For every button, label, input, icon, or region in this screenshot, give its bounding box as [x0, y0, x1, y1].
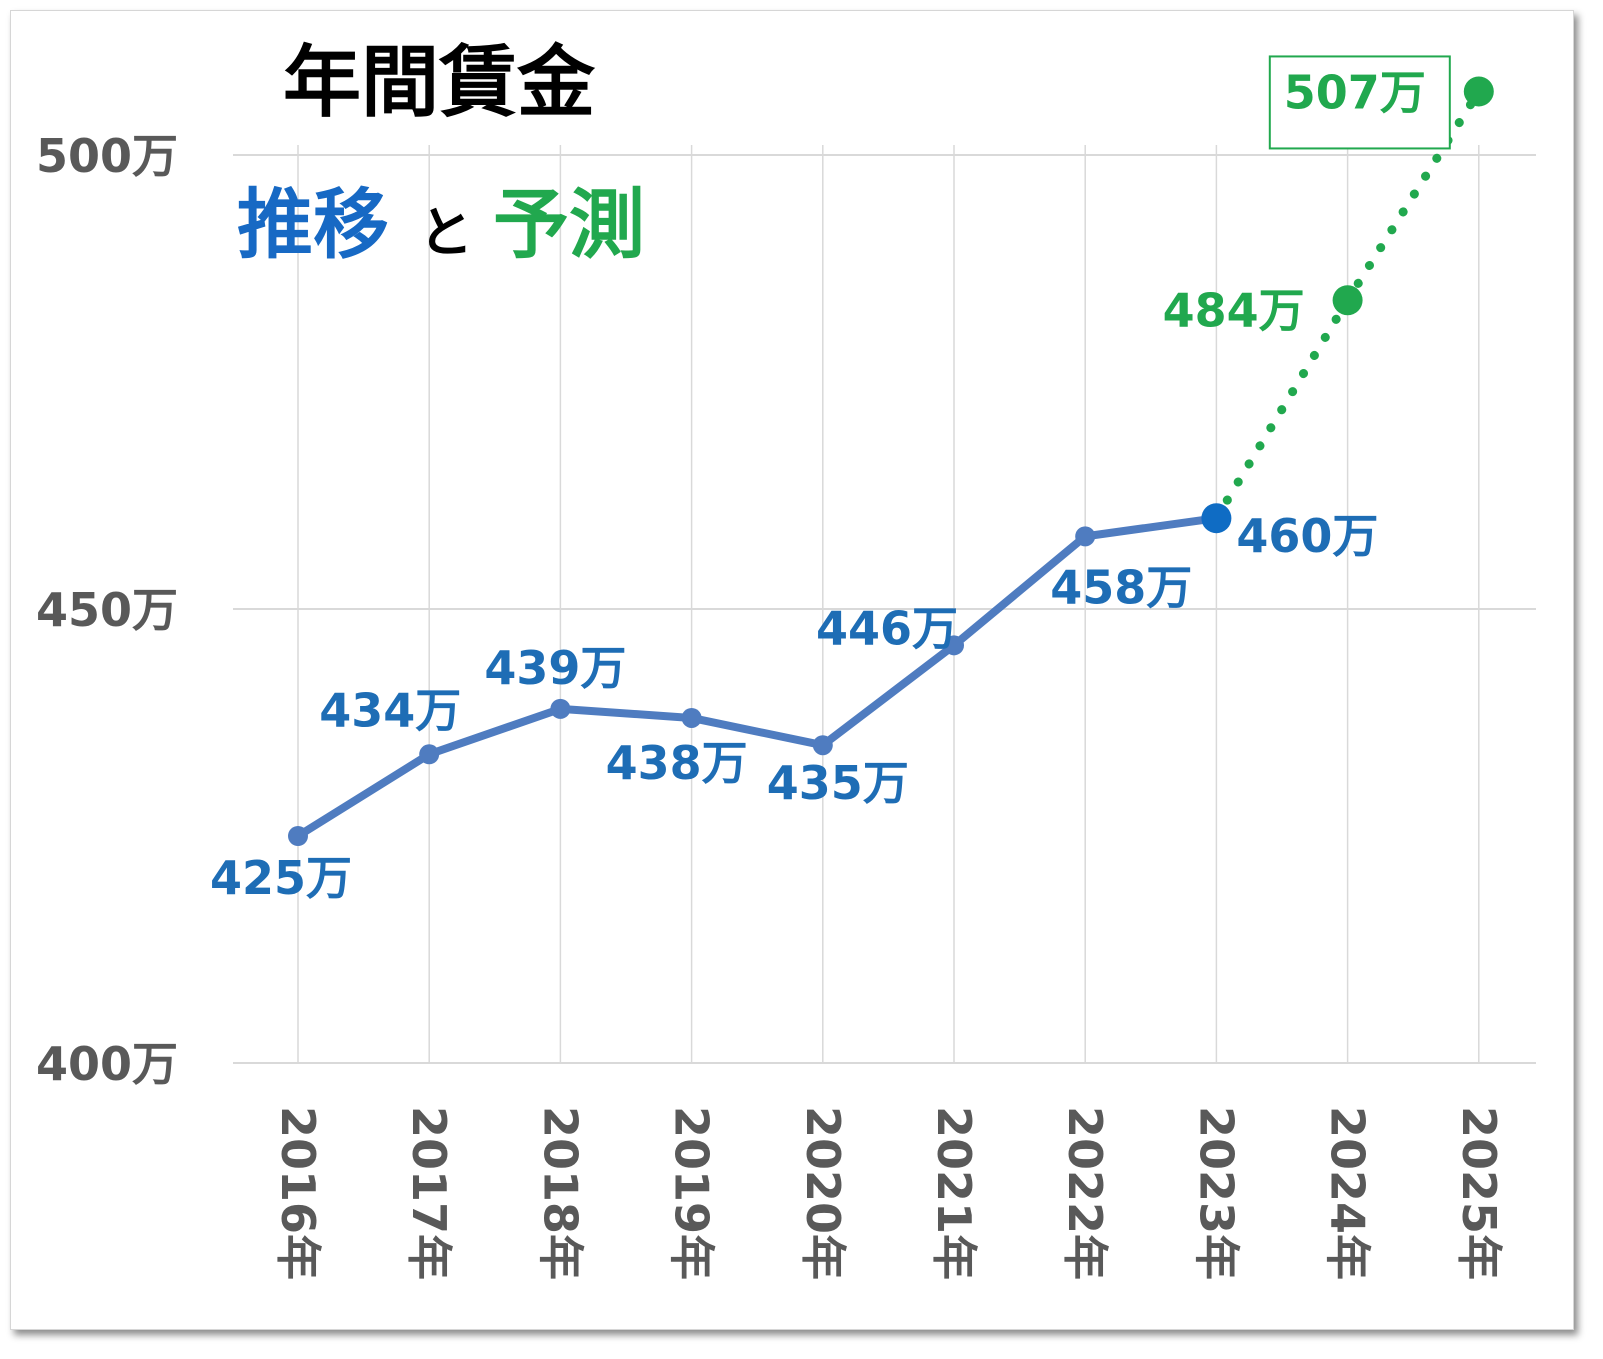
data-point-actual: [812, 735, 833, 756]
x-tick-label: 2018年: [533, 1106, 587, 1280]
x-tick-label: 2025年: [1452, 1106, 1506, 1280]
data-label-actual: 438万: [606, 736, 748, 790]
data-point-actual: [944, 635, 964, 656]
x-tick-label: 2023年: [1189, 1106, 1243, 1280]
data-point-actual: [681, 707, 702, 728]
data-label-actual: 435万: [767, 756, 909, 810]
data-labels: 425万 434万 439万 438万 435万 446万 458万 460万 484万 507万: [210, 55, 1451, 905]
data-label-actual: 458万: [1050, 560, 1192, 614]
data-point-actual: [288, 826, 308, 846]
subtitle-forecast: 予測: [493, 180, 645, 269]
data-point-actual: [1201, 503, 1232, 534]
data-label-actual: 446万: [816, 601, 958, 655]
chart-title: 年間賃金: [283, 38, 596, 128]
y-tick-label: 400万: [36, 1037, 178, 1091]
x-axis: 2016年 2017年 2018年 2019年 2020年 2021年 2022年 2023年…: [271, 1106, 1506, 1280]
data-label-actual: 439万: [484, 641, 626, 695]
data-label-actual: 425万: [210, 851, 352, 905]
x-tick-label: 2021年: [927, 1106, 981, 1280]
data-point-forecast: [1332, 285, 1363, 316]
subtitle-and: と: [419, 201, 473, 264]
data-label-box: [1268, 55, 1451, 150]
data-point-actual: [1075, 526, 1096, 547]
data-label-actual: 434万: [319, 683, 461, 737]
y-axis: 400万 450万 500万: [36, 129, 178, 1091]
x-tick-label: 2022年: [1058, 1106, 1112, 1280]
series-layer: [288, 76, 1494, 846]
data-point-actual: [550, 698, 571, 719]
y-tick-label: 500万: [36, 129, 178, 183]
chart-frame: 400万 450万 500万 2016年 2017年 2018年 2019年 2020年 20…: [10, 10, 1574, 1330]
x-tick-label: 2024年: [1321, 1106, 1375, 1280]
x-tick-label: 2016年: [271, 1106, 325, 1280]
data-label-forecast: 484万: [1163, 283, 1305, 337]
y-tick-label: 450万: [36, 583, 178, 637]
data-point-actual: [419, 744, 440, 765]
data-label-forecast: 507万: [1284, 65, 1426, 119]
x-tick-label: 2017年: [402, 1106, 456, 1280]
subtitle-trend: 推移: [237, 180, 389, 269]
series-line-actual: [294, 514, 1221, 840]
x-tick-label: 2019年: [665, 1106, 719, 1280]
data-label-actual: 460万: [1236, 509, 1378, 563]
x-tick-label: 2020年: [796, 1106, 850, 1280]
data-point-forecast: [1463, 76, 1494, 107]
